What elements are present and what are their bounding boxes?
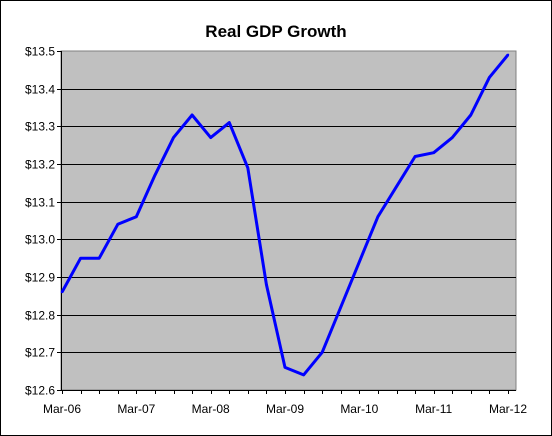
data-point xyxy=(246,166,249,169)
x-tick-label: Mar-07 xyxy=(117,402,155,416)
data-point xyxy=(506,53,510,56)
x-tick-label: Mar-09 xyxy=(266,402,304,416)
data-point xyxy=(358,260,361,264)
data-point xyxy=(413,155,417,158)
data-point xyxy=(488,76,491,79)
chart-title: Real GDP Growth xyxy=(205,22,346,41)
grid-layer xyxy=(61,89,516,353)
y-tick-label: $12.7 xyxy=(25,346,55,360)
y-tick-label: $13.1 xyxy=(25,196,55,210)
data-point xyxy=(79,257,82,260)
y-tick-label: $13.0 xyxy=(25,233,55,247)
data-point xyxy=(135,215,138,218)
data-point xyxy=(302,373,305,377)
data-point xyxy=(283,366,287,369)
data-point xyxy=(451,136,454,139)
data-point xyxy=(265,283,268,286)
y-tick-label: $13.5 xyxy=(25,45,55,59)
y-tick-label: $12.8 xyxy=(25,309,55,323)
data-point xyxy=(228,121,231,124)
y-tick-label: $13.2 xyxy=(25,158,55,172)
data-point xyxy=(190,113,194,117)
axis-layer: $12.6 $12.7 $12.8 $12.9 $13.0 $13.1 $13.2 $13.3… xyxy=(25,45,527,417)
plot-area xyxy=(60,50,517,391)
data-point xyxy=(153,174,157,177)
y-tick-label: $13.3 xyxy=(25,120,55,134)
data-point xyxy=(116,223,120,226)
data-point xyxy=(339,305,342,309)
data-point xyxy=(60,290,64,294)
y-tick-label: $13.4 xyxy=(25,83,55,97)
y-tick-label: $12.6 xyxy=(25,384,55,398)
x-tick-label: Mar-10 xyxy=(340,402,378,416)
x-tick-label: Mar-12 xyxy=(489,402,527,416)
data-point xyxy=(432,151,435,154)
data-point xyxy=(469,113,472,117)
y-tick-label: $12.9 xyxy=(25,271,55,285)
x-tick-label: Mar-08 xyxy=(192,402,230,416)
series-layer xyxy=(60,53,510,377)
x-tick-label: Mar-11 xyxy=(415,402,452,416)
data-point xyxy=(209,136,212,139)
data-point xyxy=(98,257,101,260)
x-tick-label: Mar-06 xyxy=(43,402,81,416)
data-point xyxy=(321,351,324,354)
data-point xyxy=(376,215,380,218)
data-point xyxy=(172,136,175,139)
data-point xyxy=(395,185,398,188)
